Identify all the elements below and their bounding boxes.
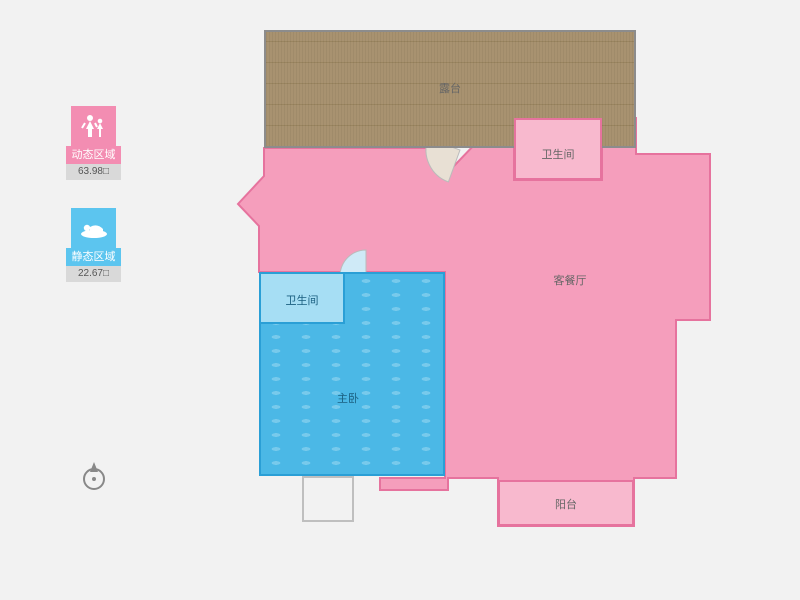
label-bedroom: 主卧 bbox=[337, 390, 359, 406]
label-bath-left: 卫生间 bbox=[286, 292, 319, 308]
label-terrace: 露台 bbox=[439, 80, 461, 96]
label-balcony: 阳台 bbox=[555, 496, 577, 512]
label-living: 客餐厅 bbox=[554, 272, 587, 288]
room-notch-bottom bbox=[302, 476, 354, 522]
label-bath-top: 卫生间 bbox=[542, 146, 575, 162]
